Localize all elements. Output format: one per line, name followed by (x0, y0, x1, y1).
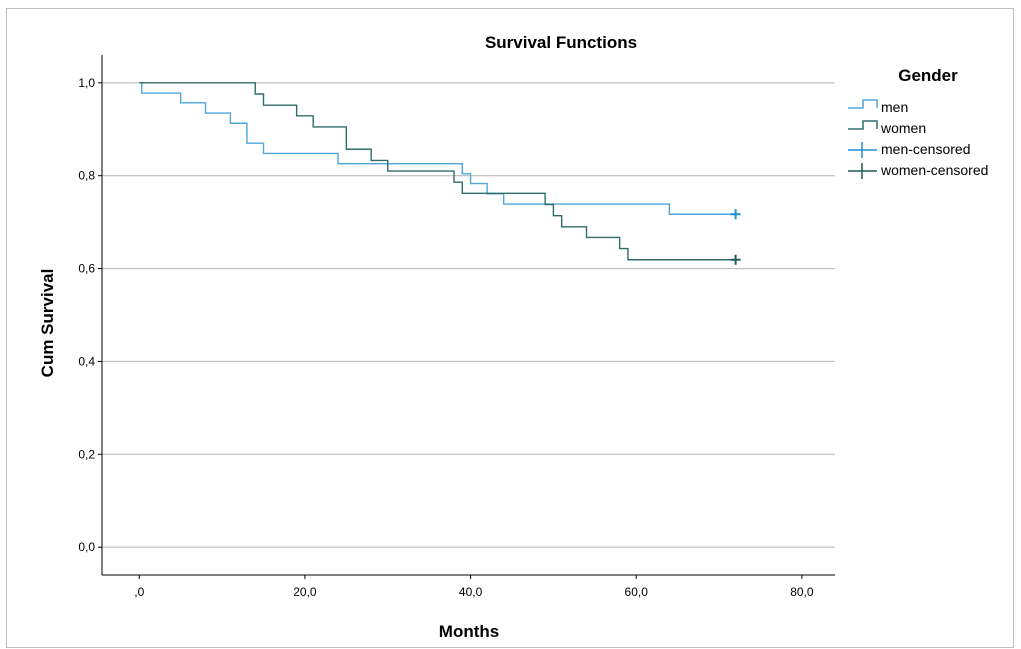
series-line-women (139, 82, 736, 261)
x-axis-title: Months (439, 622, 499, 641)
grid-lines (102, 82, 835, 548)
x-tick-label: 60,0 (625, 585, 649, 599)
y-tick-label: 0,8 (78, 169, 95, 183)
legend-title: Gender (898, 66, 958, 85)
legend-label-women-censored: women-censored (880, 162, 988, 178)
legend-label-men-censored: men-censored (881, 141, 971, 157)
chart-title: Survival Functions (485, 33, 637, 52)
series-line-men (139, 82, 736, 215)
legend-label-women: women (880, 120, 926, 136)
y-tick-label: 0,2 (78, 447, 95, 461)
x-tick-label: 80,0 (790, 585, 814, 599)
series-group (139, 82, 741, 265)
x-tick-label: 40,0 (459, 585, 483, 599)
legend-entry-men: men (848, 99, 908, 115)
y-tick-label: 1,0 (78, 76, 95, 90)
legend-swatch-men (848, 99, 878, 109)
legend-swatch-women-censored (848, 163, 877, 179)
axes: 0,0 0,2 0,4 0,6 0,8 1,0 ,0 20,0 40,0 60,0 80,0 (78, 55, 835, 599)
y-axis-title: Cum Survival (38, 269, 57, 378)
x-tick-label: 20,0 (293, 585, 317, 599)
x-tick-label: ,0 (134, 585, 144, 599)
y-tick-label: 0,4 (78, 354, 95, 368)
chart-frame: Survival Functions 0,0 0,2 0,4 0,6 0,8 1,0 ,0 2… (6, 8, 1014, 648)
y-tick-label: 0,0 (78, 540, 95, 554)
legend-entry-men-censored: men-censored (848, 141, 971, 158)
legend: Gender men women men-censored women-cens… (848, 66, 988, 179)
legend-swatch-men-censored (848, 142, 877, 158)
legend-entry-women: women (848, 120, 926, 136)
censor-mark-men (730, 209, 741, 220)
legend-label-men: men (881, 99, 908, 115)
survival-chart: Survival Functions 0,0 0,2 0,4 0,6 0,8 1,0 ,0 2… (38, 33, 988, 641)
legend-entry-women-censored: women-censored (848, 162, 988, 179)
censor-mark-women (730, 254, 741, 265)
legend-swatch-women (848, 120, 878, 130)
y-tick-label: 0,6 (78, 262, 95, 276)
